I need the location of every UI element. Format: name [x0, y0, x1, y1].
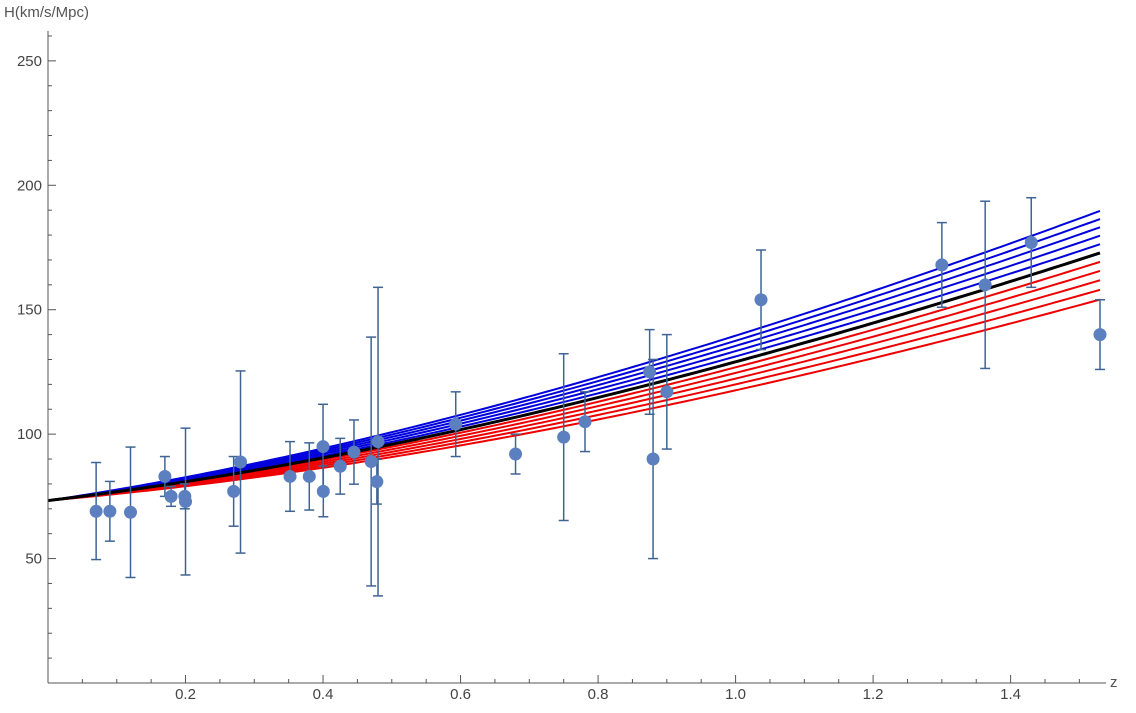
data-point: [364, 455, 378, 469]
y-tick-label: 200: [17, 177, 42, 194]
y-tick-label: 100: [17, 426, 42, 443]
y-ticks: 50 100 150 200 250: [17, 35, 56, 659]
data-point: [164, 489, 178, 503]
data-point: [1093, 328, 1107, 342]
data-point: [234, 455, 248, 469]
red-curve: [47, 298, 1101, 502]
red-curve: [47, 279, 1101, 502]
data-point: [316, 484, 330, 498]
x-ticks: 0.2 0.4 0.6 0.8 1.0 1.2 1.4: [81, 675, 1080, 703]
data-point: [643, 365, 657, 379]
data-point: [333, 459, 347, 473]
x-tick-label: 0.6: [450, 686, 471, 703]
data-point: [557, 430, 571, 444]
data-point: [370, 475, 384, 489]
y-tick-label: 250: [17, 53, 42, 70]
data-point: [302, 469, 316, 483]
red-curve: [47, 270, 1101, 502]
blue-curve: [47, 226, 1101, 502]
data-points: [89, 236, 1107, 519]
data-point: [1024, 236, 1038, 250]
data-point: [347, 445, 361, 459]
data-point: [371, 435, 385, 449]
data-point: [449, 417, 463, 431]
x-tick-label: 0.8: [588, 686, 609, 703]
axes: 0.2 0.4 0.6 0.8 1.0 1.2 1.4 50 100 150 200 250 H(k…: [4, 4, 1118, 703]
y-tick-label: 50: [25, 551, 42, 568]
x-tick-label: 0.4: [313, 686, 334, 703]
data-point: [103, 504, 117, 518]
blue-curve: [47, 209, 1101, 502]
data-point: [660, 385, 674, 399]
x-tick-label: 0.2: [175, 686, 196, 703]
x-tick-label: 1.2: [863, 686, 884, 703]
model-curves: [47, 209, 1101, 503]
data-point: [578, 415, 592, 429]
blue-curve: [47, 218, 1101, 502]
y-axis-label: H(km/s/Mpc): [4, 4, 89, 21]
data-point: [227, 484, 241, 498]
blue-curve: [47, 234, 1101, 502]
data-point: [316, 440, 330, 454]
data-point: [89, 504, 103, 518]
data-point: [283, 469, 297, 483]
data-point: [935, 258, 949, 272]
data-point: [646, 452, 660, 466]
x-tick-label: 1.0: [725, 686, 746, 703]
black-curve: [47, 251, 1101, 503]
data-point: [158, 469, 172, 483]
data-point: [124, 505, 138, 519]
data-point: [754, 293, 768, 307]
data-point: [978, 278, 992, 292]
data-point: [509, 447, 523, 461]
red-curve: [47, 288, 1101, 502]
y-tick-label: 150: [17, 302, 42, 319]
x-axis-label: z: [1110, 674, 1118, 691]
x-tick-label: 1.4: [1000, 686, 1021, 703]
data-point: [179, 495, 193, 509]
